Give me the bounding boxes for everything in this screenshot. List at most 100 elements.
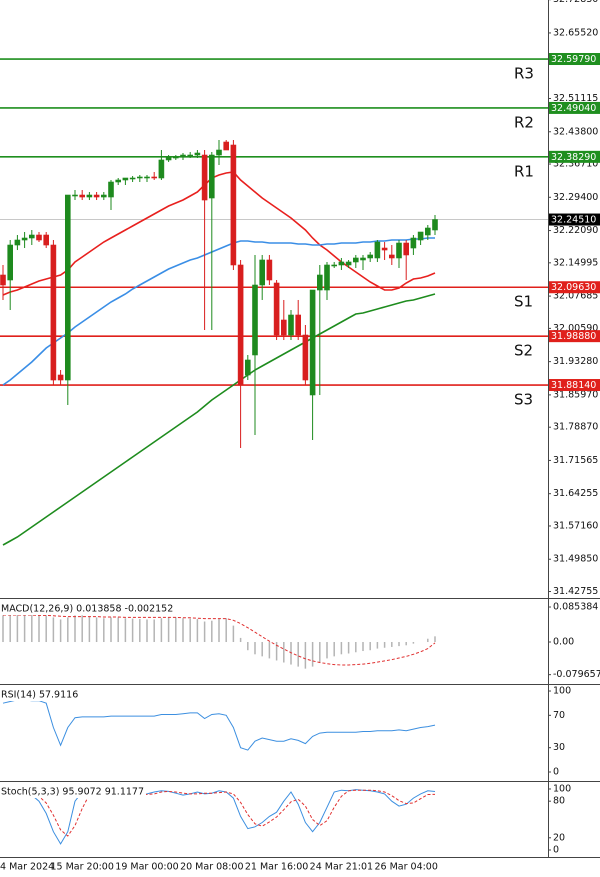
histogram-bar	[160, 618, 163, 643]
level-price-box	[549, 101, 600, 114]
candle-body	[360, 257, 366, 261]
candle-body	[57, 374, 64, 381]
histogram-bar	[261, 642, 263, 657]
histogram-bar	[189, 618, 191, 643]
y-tick-label: 0	[553, 844, 559, 855]
y-tick-label: 32.36710	[553, 159, 598, 170]
y-tick-label: 20	[553, 832, 565, 843]
x-tick-label: 26 Mar 04:00	[374, 862, 437, 873]
histogram-bar	[369, 642, 371, 651]
line	[3, 614, 436, 666]
y-tick-label: 32.72830	[553, 0, 598, 5]
histogram-bar	[81, 615, 83, 643]
histogram-bar	[355, 642, 357, 653]
y-tick-label: 80	[553, 796, 565, 807]
y-tick-label: 32.29400	[553, 192, 598, 203]
level-price-label: 32.49040	[551, 103, 596, 114]
y-tick-label: 31.85970	[553, 389, 598, 400]
histogram-bar	[167, 617, 170, 643]
histogram-bar	[347, 642, 350, 654]
histogram-bar	[218, 619, 220, 643]
y-tick-label: 0.00	[553, 637, 574, 648]
y-tick-label: 32.51115	[553, 93, 598, 104]
candle-body	[338, 261, 345, 266]
candle-body	[410, 237, 417, 249]
histogram-bar	[290, 642, 292, 665]
candle-body	[101, 194, 107, 198]
histogram-bar	[74, 615, 76, 643]
candle-body	[115, 179, 121, 183]
histogram-bar	[175, 617, 177, 643]
histogram-bar	[311, 642, 314, 667]
level-price-label: 32.59790	[551, 54, 596, 65]
histogram-bar	[376, 642, 379, 649]
level-name: R3	[514, 65, 534, 83]
histogram-bar	[117, 617, 119, 643]
pane-title: Stoch(5,3,3) 95.9072 91.1177	[1, 787, 144, 798]
x-tick-label: 15 Mar 20:00	[50, 862, 113, 873]
candle-body	[137, 176, 143, 179]
line	[2, 171, 436, 296]
level-name: S3	[514, 391, 533, 409]
candle-body	[352, 257, 359, 263]
x-tick-label: 24 Mar 21:01	[310, 862, 373, 873]
candle-body	[187, 154, 193, 157]
histogram-bar	[232, 625, 235, 643]
candle-body	[309, 289, 316, 396]
candle-body	[50, 244, 57, 381]
level-price-label: 32.38290	[551, 152, 596, 163]
candle-body	[345, 261, 352, 266]
y-tick-label: 32.43800	[553, 126, 598, 137]
histogram-bar	[67, 617, 69, 643]
histogram-bar	[139, 619, 141, 643]
last-price-box	[549, 213, 600, 226]
histogram-bar	[38, 614, 40, 643]
y-tick-label: 0.085384	[553, 602, 598, 613]
histogram-bar	[196, 619, 199, 643]
candle-body	[14, 239, 21, 246]
candle-body	[180, 154, 186, 158]
pane-title-bg	[0, 602, 176, 615]
y-tick-label: 31.93280	[553, 356, 598, 367]
candle-body	[396, 242, 402, 259]
candle-body	[165, 156, 172, 161]
y-tick-label: 30	[553, 742, 565, 753]
histogram-bar	[434, 636, 436, 643]
candle-body	[302, 334, 309, 381]
y-tick-label: 31.49850	[553, 554, 598, 565]
candle-body	[7, 244, 13, 281]
candle-body	[86, 194, 93, 198]
histogram-bar	[23, 613, 26, 643]
candle-body	[194, 152, 201, 156]
y-tick-label: 31.42755	[553, 586, 598, 597]
candle-body	[36, 234, 42, 241]
histogram-bar	[319, 642, 321, 663]
pane-title-bg	[0, 785, 147, 798]
histogram-bar	[95, 617, 98, 643]
histogram-bar	[333, 642, 335, 657]
candle-body	[0, 274, 6, 286]
level-price-box	[549, 281, 600, 294]
histogram-bar	[340, 642, 343, 655]
histogram-bar	[131, 618, 134, 643]
level-price-box	[549, 330, 600, 343]
x-tick-label: 4 Mar 2024	[0, 862, 54, 873]
candle-body	[144, 176, 150, 179]
y-tick-label: 31.71565	[553, 455, 598, 466]
level-price-label: 31.88140	[551, 380, 596, 391]
histogram-bar	[275, 642, 278, 661]
histogram-bar	[225, 618, 227, 643]
level-price-box	[549, 379, 600, 392]
histogram-bar	[412, 642, 415, 644]
candle-body	[209, 154, 215, 199]
histogram-bar	[45, 615, 47, 643]
candle-body	[381, 247, 388, 251]
histogram-bar	[427, 638, 429, 643]
candle-body	[252, 284, 258, 356]
candle-body	[273, 282, 280, 336]
x-tick-label: 19 Mar 00:00	[115, 862, 178, 873]
y-tick-label: 70	[553, 710, 565, 721]
candle-body	[223, 141, 229, 151]
y-tick-label: 31.57160	[553, 520, 598, 531]
candle-body	[158, 159, 165, 179]
